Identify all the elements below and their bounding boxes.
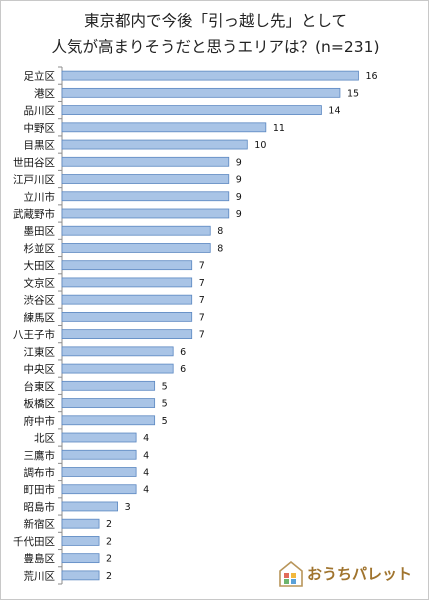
- category-label: 府中市: [24, 414, 56, 427]
- bar: [61, 329, 193, 339]
- category-label: 昭島市: [24, 500, 56, 513]
- category-label: 中野区: [24, 121, 56, 134]
- bar: [61, 243, 211, 253]
- data-label: 5: [162, 416, 168, 427]
- bar: [61, 363, 174, 374]
- category-label: 足立区: [24, 70, 56, 83]
- data-label: 10: [254, 140, 266, 151]
- data-label: 7: [199, 261, 205, 272]
- data-label: 2: [106, 554, 112, 565]
- category-label: 江戸川区: [13, 174, 55, 186]
- data-label: 4: [143, 433, 149, 444]
- bar: [61, 139, 248, 150]
- data-label: 3: [125, 502, 131, 513]
- category-label: 大田区: [24, 259, 56, 272]
- category-label: 中央区: [24, 363, 56, 376]
- bar: [61, 208, 230, 219]
- bar: [61, 156, 230, 167]
- category-label: 目黒区: [24, 140, 56, 152]
- category-label: 渋谷区: [24, 294, 56, 307]
- bar: [61, 501, 118, 512]
- data-label: 11: [273, 123, 285, 134]
- category-label: 杉並区: [24, 242, 56, 255]
- logo-text: おうちパレット: [307, 565, 413, 583]
- bar: [61, 122, 267, 133]
- data-label: 5: [162, 381, 168, 392]
- category-label: 千代田区: [13, 536, 55, 548]
- category-label: 調布市: [24, 466, 56, 479]
- category-label: 豊島区: [24, 552, 56, 565]
- bar: [61, 225, 211, 236]
- bar: [61, 174, 230, 184]
- category-label: 港区: [34, 88, 55, 100]
- category-label: 三鷹市: [24, 449, 56, 462]
- data-label: 2: [106, 571, 112, 582]
- category-label: 町田市: [24, 483, 56, 496]
- bar: [61, 105, 322, 115]
- data-label: 9: [236, 157, 242, 168]
- data-label: 2: [106, 536, 112, 547]
- category-label: 文京区: [24, 276, 56, 289]
- category-label: 墨田区: [24, 226, 56, 238]
- data-label: 4: [143, 467, 149, 478]
- category-label: 北区: [34, 433, 55, 445]
- bar: [61, 277, 193, 288]
- data-label: 7: [199, 278, 205, 289]
- category-label: 荒川区: [24, 570, 56, 582]
- data-label: 7: [199, 312, 205, 323]
- bar: [61, 312, 193, 322]
- bar: [61, 467, 137, 477]
- bar: [61, 449, 137, 460]
- bar: [61, 380, 156, 391]
- bar: [61, 294, 193, 305]
- data-label: 4: [143, 485, 149, 496]
- data-label: 9: [236, 175, 242, 186]
- data-label: 6: [180, 347, 186, 358]
- bar: [61, 484, 137, 495]
- data-label: 9: [236, 209, 242, 220]
- chart-title-line-2: 人気が高まりそうだと思うエリアは？(n=231): [51, 38, 380, 56]
- bar: [61, 191, 230, 202]
- data-label: 4: [143, 450, 149, 461]
- chart-title-line-1: 東京都内で今後「引っ越し先」として: [83, 12, 348, 30]
- bar: [61, 536, 100, 546]
- category-label: 八王子市: [13, 328, 55, 341]
- bar: [61, 87, 341, 98]
- data-label: 15: [347, 88, 359, 99]
- bar: [61, 415, 156, 426]
- category-label: 練馬区: [24, 311, 56, 324]
- data-label: 2: [106, 519, 112, 530]
- data-label: 8: [217, 226, 223, 237]
- data-label: 7: [199, 330, 205, 341]
- category-label: 世田谷区: [13, 157, 55, 169]
- bar: [61, 553, 100, 564]
- data-label: 9: [236, 192, 242, 203]
- data-label: 16: [365, 71, 377, 82]
- house-icon: [279, 561, 303, 587]
- category-label: 江東区: [24, 345, 56, 358]
- category-label: 品川区: [24, 105, 56, 117]
- data-label: 7: [199, 295, 205, 306]
- ouchi-palette-logo: おうちパレット: [279, 559, 419, 593]
- bar: [61, 70, 359, 81]
- category-label: 新宿区: [24, 518, 56, 531]
- category-label: 板橋区: [24, 397, 56, 410]
- data-label: 8: [217, 243, 223, 254]
- category-label: 武蔵野市: [13, 207, 55, 220]
- bar: [61, 432, 137, 443]
- bar: [61, 260, 193, 271]
- category-label: 台東区: [24, 380, 56, 393]
- data-label: 14: [328, 106, 340, 117]
- bar: [61, 346, 174, 357]
- bar: [61, 570, 100, 581]
- bar: [61, 518, 100, 529]
- data-label: 6: [180, 364, 186, 375]
- category-label: 立川市: [24, 190, 56, 203]
- bar: [61, 398, 156, 408]
- data-label: 5: [162, 399, 168, 410]
